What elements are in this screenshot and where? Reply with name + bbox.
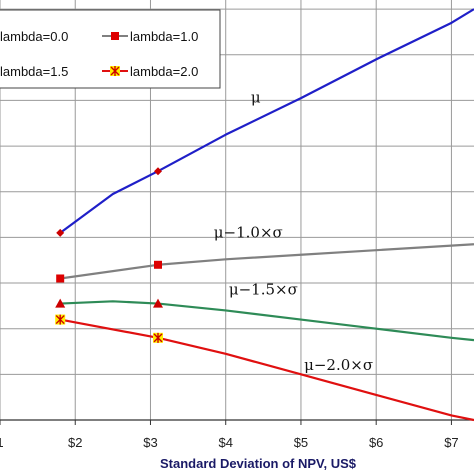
- series-markers: [55, 167, 163, 343]
- legend-label-2: lambda=1.5: [0, 64, 68, 79]
- series-line-0: [59, 8, 474, 234]
- series-marker-0: [56, 228, 65, 237]
- legend-marker-3: [110, 66, 120, 76]
- curve-label-0: μ: [251, 89, 261, 107]
- series-marker-1: [56, 274, 65, 283]
- x-tick-label: $7: [444, 435, 458, 450]
- curve-label-2: μ−1.5×σ: [229, 280, 298, 298]
- x-tick-label: $6: [369, 435, 383, 450]
- x-axis-label: Standard Deviation of NPV, US$: [160, 456, 357, 471]
- axes: [0, 419, 474, 425]
- series-marker-0: [154, 167, 162, 176]
- series-marker-1: [154, 260, 162, 269]
- curve-label-1: μ−1.0×σ: [214, 223, 283, 241]
- x-tick-label: $2: [68, 435, 82, 450]
- series-marker-3-star: [55, 314, 65, 325]
- curve-label-3: μ−2.0×σ: [304, 356, 373, 374]
- legend-label-0: lambda=0.0: [0, 29, 68, 44]
- series-line-2: [60, 300, 474, 342]
- x-tick-label: $5: [294, 435, 308, 450]
- series-line-1: [60, 243, 474, 280]
- legend: lambda=0.0 lambda=1.0 lambda=1.5 lambda=2.0: [0, 9, 221, 89]
- x-tick-label: $4: [218, 435, 232, 450]
- x-tick-label: $3: [143, 435, 157, 450]
- series-marker-3: [153, 332, 163, 343]
- series-marker-3-star: [153, 332, 163, 343]
- legend-marker-1: [111, 32, 119, 40]
- series-marker-2: [55, 298, 66, 308]
- curve-labels: μ μ−1.0×σ μ−1.5×σ μ−2.0×σ: [214, 89, 373, 374]
- legend-marker-3-star: [110, 66, 120, 76]
- series-marker-2: [153, 298, 163, 308]
- series-line-3: [59, 318, 474, 422]
- x-tick-label: 1: [0, 435, 4, 450]
- x-tick-labels: 1 $2 $3 $4 $5 $6 $7: [0, 435, 459, 450]
- legend-label-3: lambda=2.0: [130, 64, 198, 79]
- series-marker-3: [55, 314, 66, 325]
- legend-label-1: lambda=1.0: [130, 29, 198, 44]
